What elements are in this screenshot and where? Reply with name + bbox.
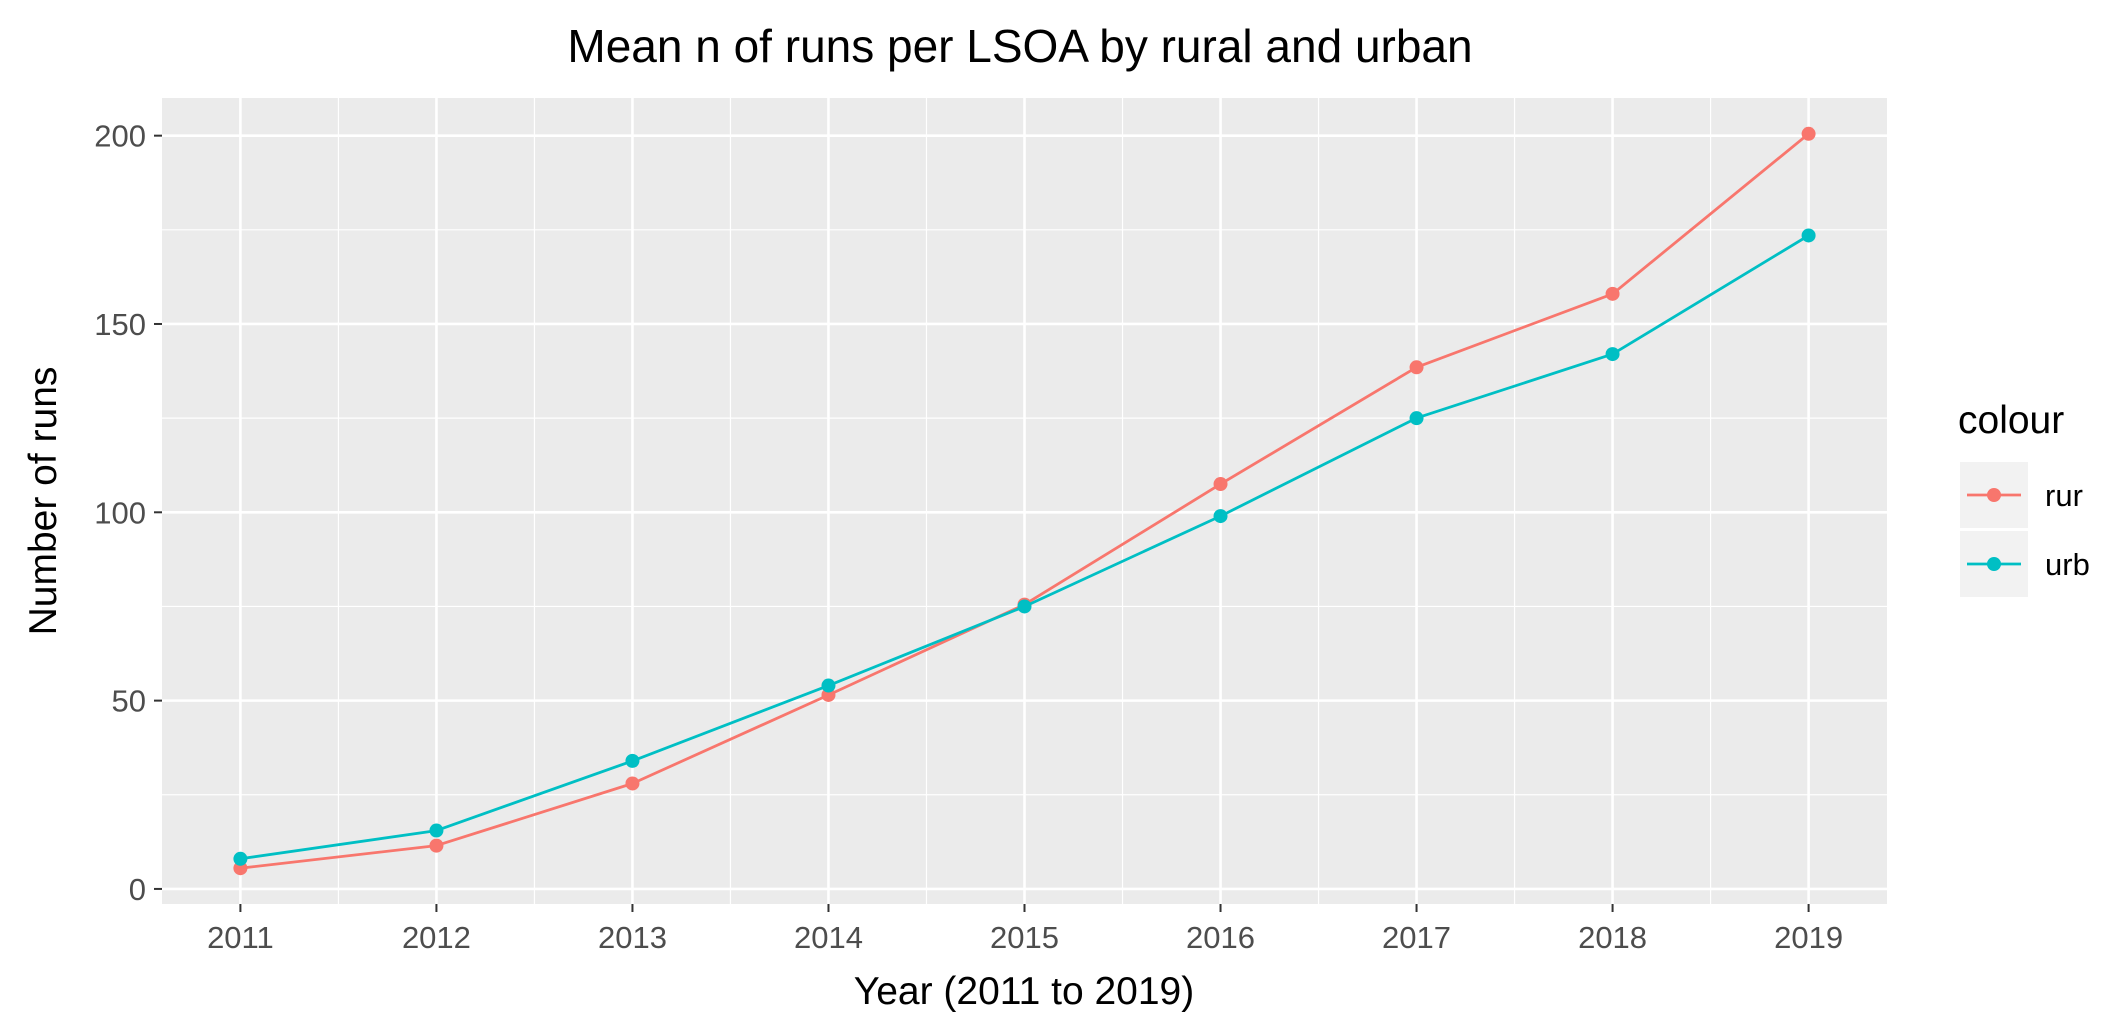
chart-title: Mean n of runs per LSOA by rural and urb… — [567, 20, 1472, 72]
data-point-urb — [1801, 228, 1816, 243]
x-axis: 2011 2012 2013 2014 2015 2016 2017 2018 2019 — [207, 904, 1843, 955]
x-tick-label: 2017 — [1382, 920, 1451, 955]
x-tick-label: 2015 — [990, 920, 1059, 955]
data-point-rur — [1801, 126, 1816, 141]
x-tick-label: 2012 — [402, 920, 471, 955]
plot-panel — [162, 98, 1887, 904]
data-point-urb — [1213, 509, 1228, 524]
data-point-urb — [233, 851, 248, 866]
x-tick-label: 2018 — [1578, 920, 1647, 955]
legend-title: colour — [1958, 399, 2064, 442]
series-layer — [233, 126, 1816, 876]
x-tick-label: 2019 — [1774, 920, 1843, 955]
data-point-urb — [1017, 599, 1032, 614]
data-point-rur — [1605, 286, 1620, 301]
y-tick-label: 150 — [94, 307, 146, 342]
data-point-urb — [1605, 347, 1620, 362]
legend-label-rur: rur — [2045, 478, 2083, 513]
x-tick-label: 2014 — [794, 920, 863, 955]
data-point-rur — [429, 838, 444, 853]
y-tick-label: 50 — [112, 684, 146, 719]
data-point-rur — [1213, 477, 1228, 492]
data-point-urb — [1409, 411, 1424, 426]
data-point-urb — [429, 823, 444, 838]
y-tick-label: 0 — [129, 872, 146, 907]
y-tick-label: 100 — [94, 495, 146, 530]
data-point-rur — [625, 776, 640, 791]
legend-key-point-rur — [1987, 488, 2001, 502]
y-tick-label: 200 — [94, 119, 146, 154]
data-point-rur — [1409, 360, 1424, 375]
legend: colour rur urb — [1958, 399, 2090, 597]
x-tick-label: 2011 — [207, 920, 274, 955]
y-axis-title: Number of runs — [22, 367, 65, 636]
y-axis: 0 50 100 150 200 — [94, 119, 162, 907]
x-tick-label: 2013 — [598, 920, 667, 955]
x-axis-title: Year (2011 to 2019) — [854, 970, 1194, 1013]
x-tick-label: 2016 — [1186, 920, 1255, 955]
data-point-urb — [821, 678, 836, 693]
data-point-urb — [625, 753, 640, 768]
legend-key-point-urb — [1987, 557, 2001, 571]
legend-label-urb: urb — [2045, 547, 2090, 582]
